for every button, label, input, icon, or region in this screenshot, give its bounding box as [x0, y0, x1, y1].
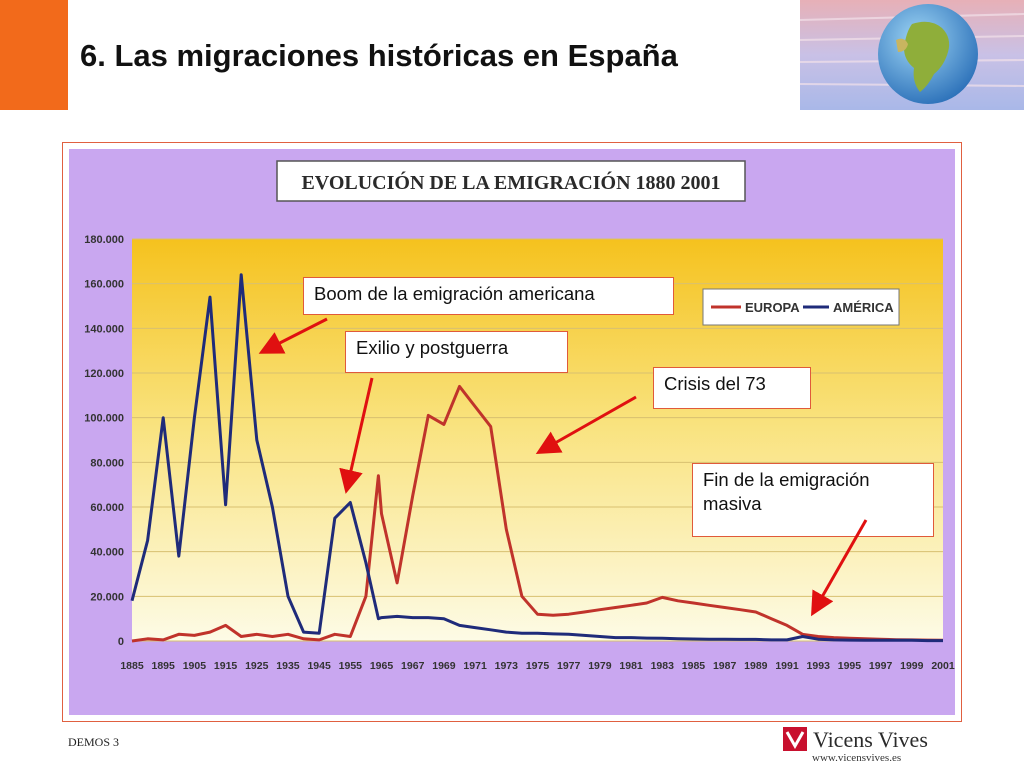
callout-boom: Boom de la emigración americana: [303, 277, 674, 315]
x-tick-label: 1895: [152, 660, 176, 672]
x-tick-label: 1969: [432, 660, 456, 672]
x-tick-label: 1885: [120, 660, 144, 672]
x-tick-label: 1981: [619, 660, 643, 672]
x-tick-label: 1997: [869, 660, 893, 672]
x-tick-label: 1967: [401, 660, 425, 672]
y-tick-label: 160.000: [84, 279, 124, 291]
x-tick-label: 1993: [807, 660, 831, 672]
y-tick-label: 140.000: [84, 323, 124, 335]
x-tick-label: 1945: [307, 660, 331, 672]
y-tick-label: 0: [118, 636, 124, 648]
chart-legend: EUROPA AMÉRICA: [702, 288, 900, 326]
brand-name: Vicens Vives: [813, 727, 928, 752]
chart-frame: 0 20.000 40.000 60.000 80.000 100.000 120.000 1…: [62, 142, 962, 722]
x-tick-label: 1955: [339, 660, 363, 672]
y-tick-label: 20.000: [90, 591, 124, 603]
legend-label-europa: EUROPA: [745, 300, 800, 315]
y-tick-label: 40.000: [90, 547, 124, 559]
y-tick-label: 100.000: [84, 413, 124, 425]
callout-crisis: Crisis del 73: [653, 367, 811, 409]
x-tick-label: 1991: [775, 660, 799, 672]
footer-text: DEMOS 3: [68, 735, 120, 749]
y-tick-label: 120.000: [84, 368, 124, 380]
x-tick-label: 1979: [588, 660, 612, 672]
x-tick-label: 1977: [557, 660, 581, 672]
legend-label-america: AMÉRICA: [833, 300, 894, 315]
brand-url: www.vicensvives.es: [812, 752, 902, 764]
x-tick-label: 1935: [276, 660, 300, 672]
x-tick-label: 1975: [526, 660, 550, 672]
x-tick-label: 1925: [245, 660, 269, 672]
x-tick-label: 1983: [651, 660, 675, 672]
callout-fin: Fin de la emigración masiva: [692, 463, 934, 537]
y-tick-label: 180.000: [84, 234, 124, 246]
chart-title-box: [276, 160, 746, 202]
vicens-vives-logo-icon: [783, 727, 807, 751]
x-tick-label: 1989: [744, 660, 768, 672]
y-tick-label: 60.000: [90, 502, 124, 514]
x-axis-ticks: 1885 1895 1905 1915 1925 1935 1945 1955 1965 1967…: [120, 660, 955, 672]
series-line-america: [130, 273, 943, 643]
orange-accent-block: [0, 0, 68, 110]
emigration-chart: 0 20.000 40.000 60.000 80.000 100.000 120.000 1…: [69, 149, 955, 715]
callout-exilio: Exilio y postguerra: [345, 331, 568, 373]
y-tick-label: 80.000: [90, 457, 124, 469]
x-tick-label: 1971: [463, 660, 487, 672]
x-tick-label: 2001: [931, 660, 955, 672]
x-tick-label: 1905: [183, 660, 207, 672]
globe-banner-image: [800, 0, 1024, 110]
slide-title: 6. Las migraciones históricas en España: [80, 38, 678, 73]
chart-title: EVOLUCIÓN DE LA EMIGRACIÓN 1880 2001: [301, 170, 720, 194]
x-tick-label: 1985: [682, 660, 706, 672]
series-lines: [130, 273, 944, 643]
series-line-europa: [131, 384, 944, 643]
x-tick-label: 1965: [370, 660, 394, 672]
x-tick-label: 1999: [900, 660, 924, 672]
x-tick-label: 1973: [495, 660, 519, 672]
x-tick-label: 1995: [838, 660, 862, 672]
x-tick-label: 1987: [713, 660, 737, 672]
x-tick-label: 1915: [214, 660, 238, 672]
y-axis-ticks: 0 20.000 40.000 60.000 80.000 100.000 120.000 1…: [84, 234, 124, 648]
